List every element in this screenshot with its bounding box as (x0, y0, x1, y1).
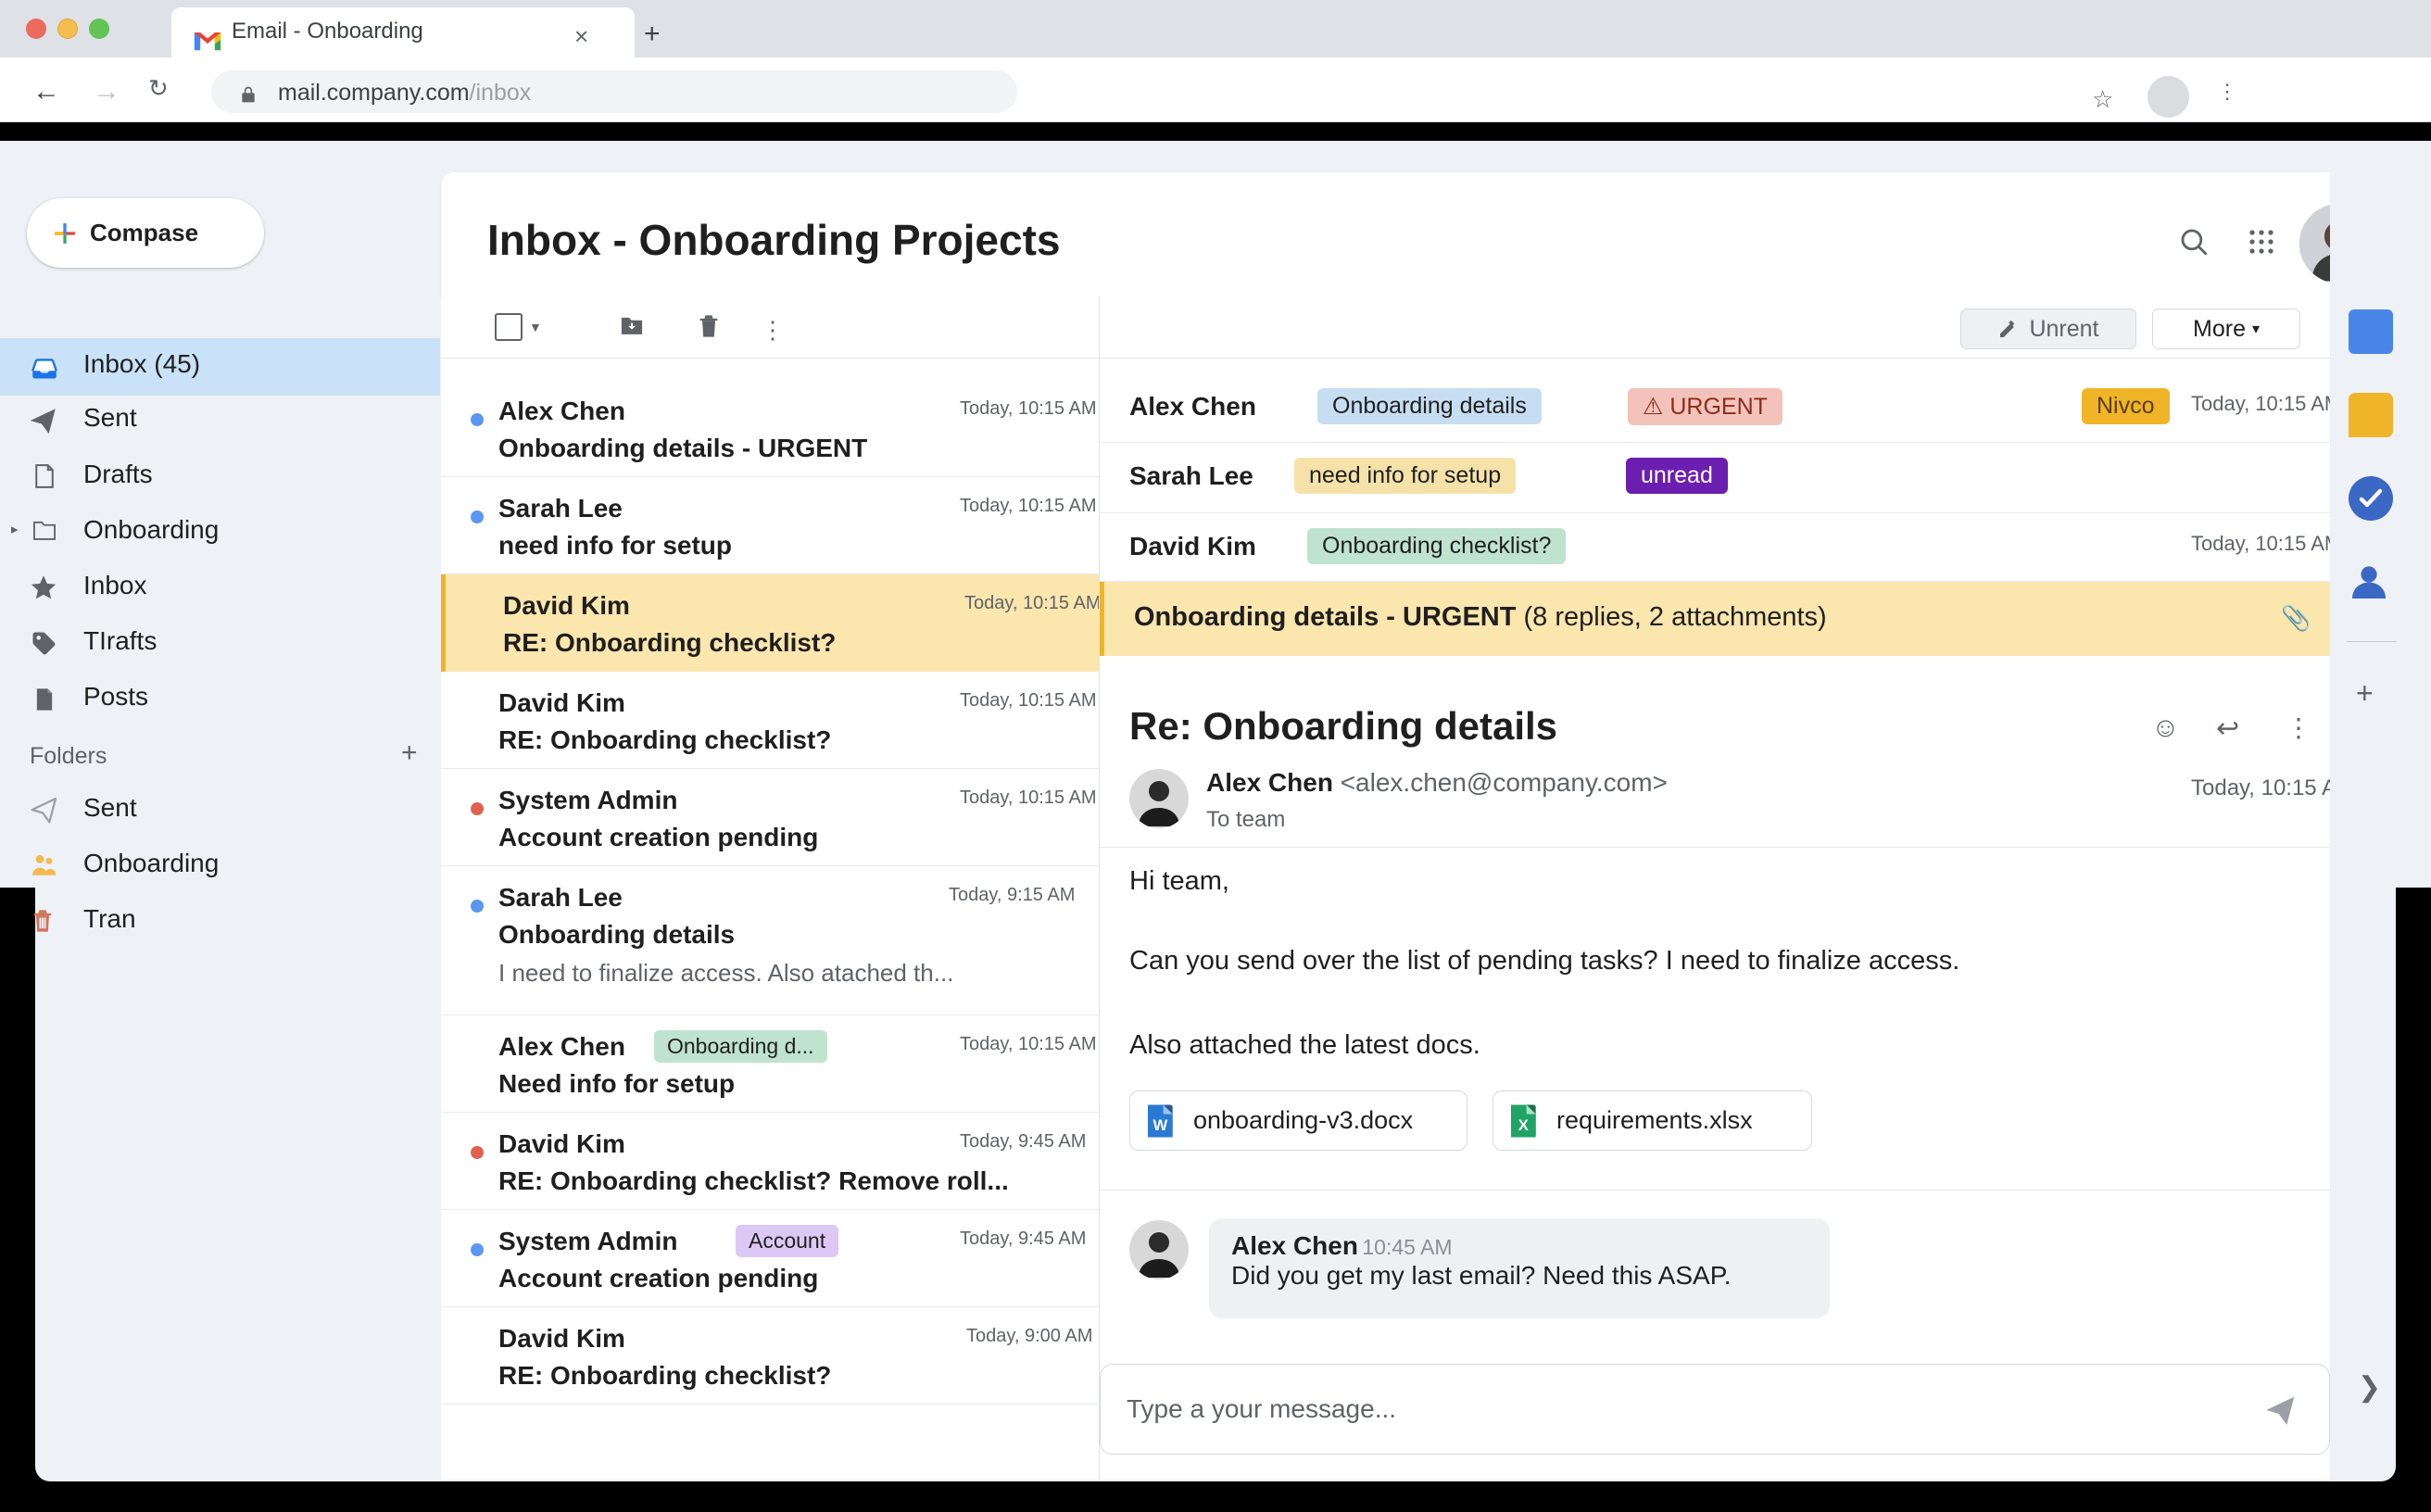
svg-text:W: W (1153, 1116, 1167, 1134)
svg-text:X: X (1518, 1116, 1529, 1134)
